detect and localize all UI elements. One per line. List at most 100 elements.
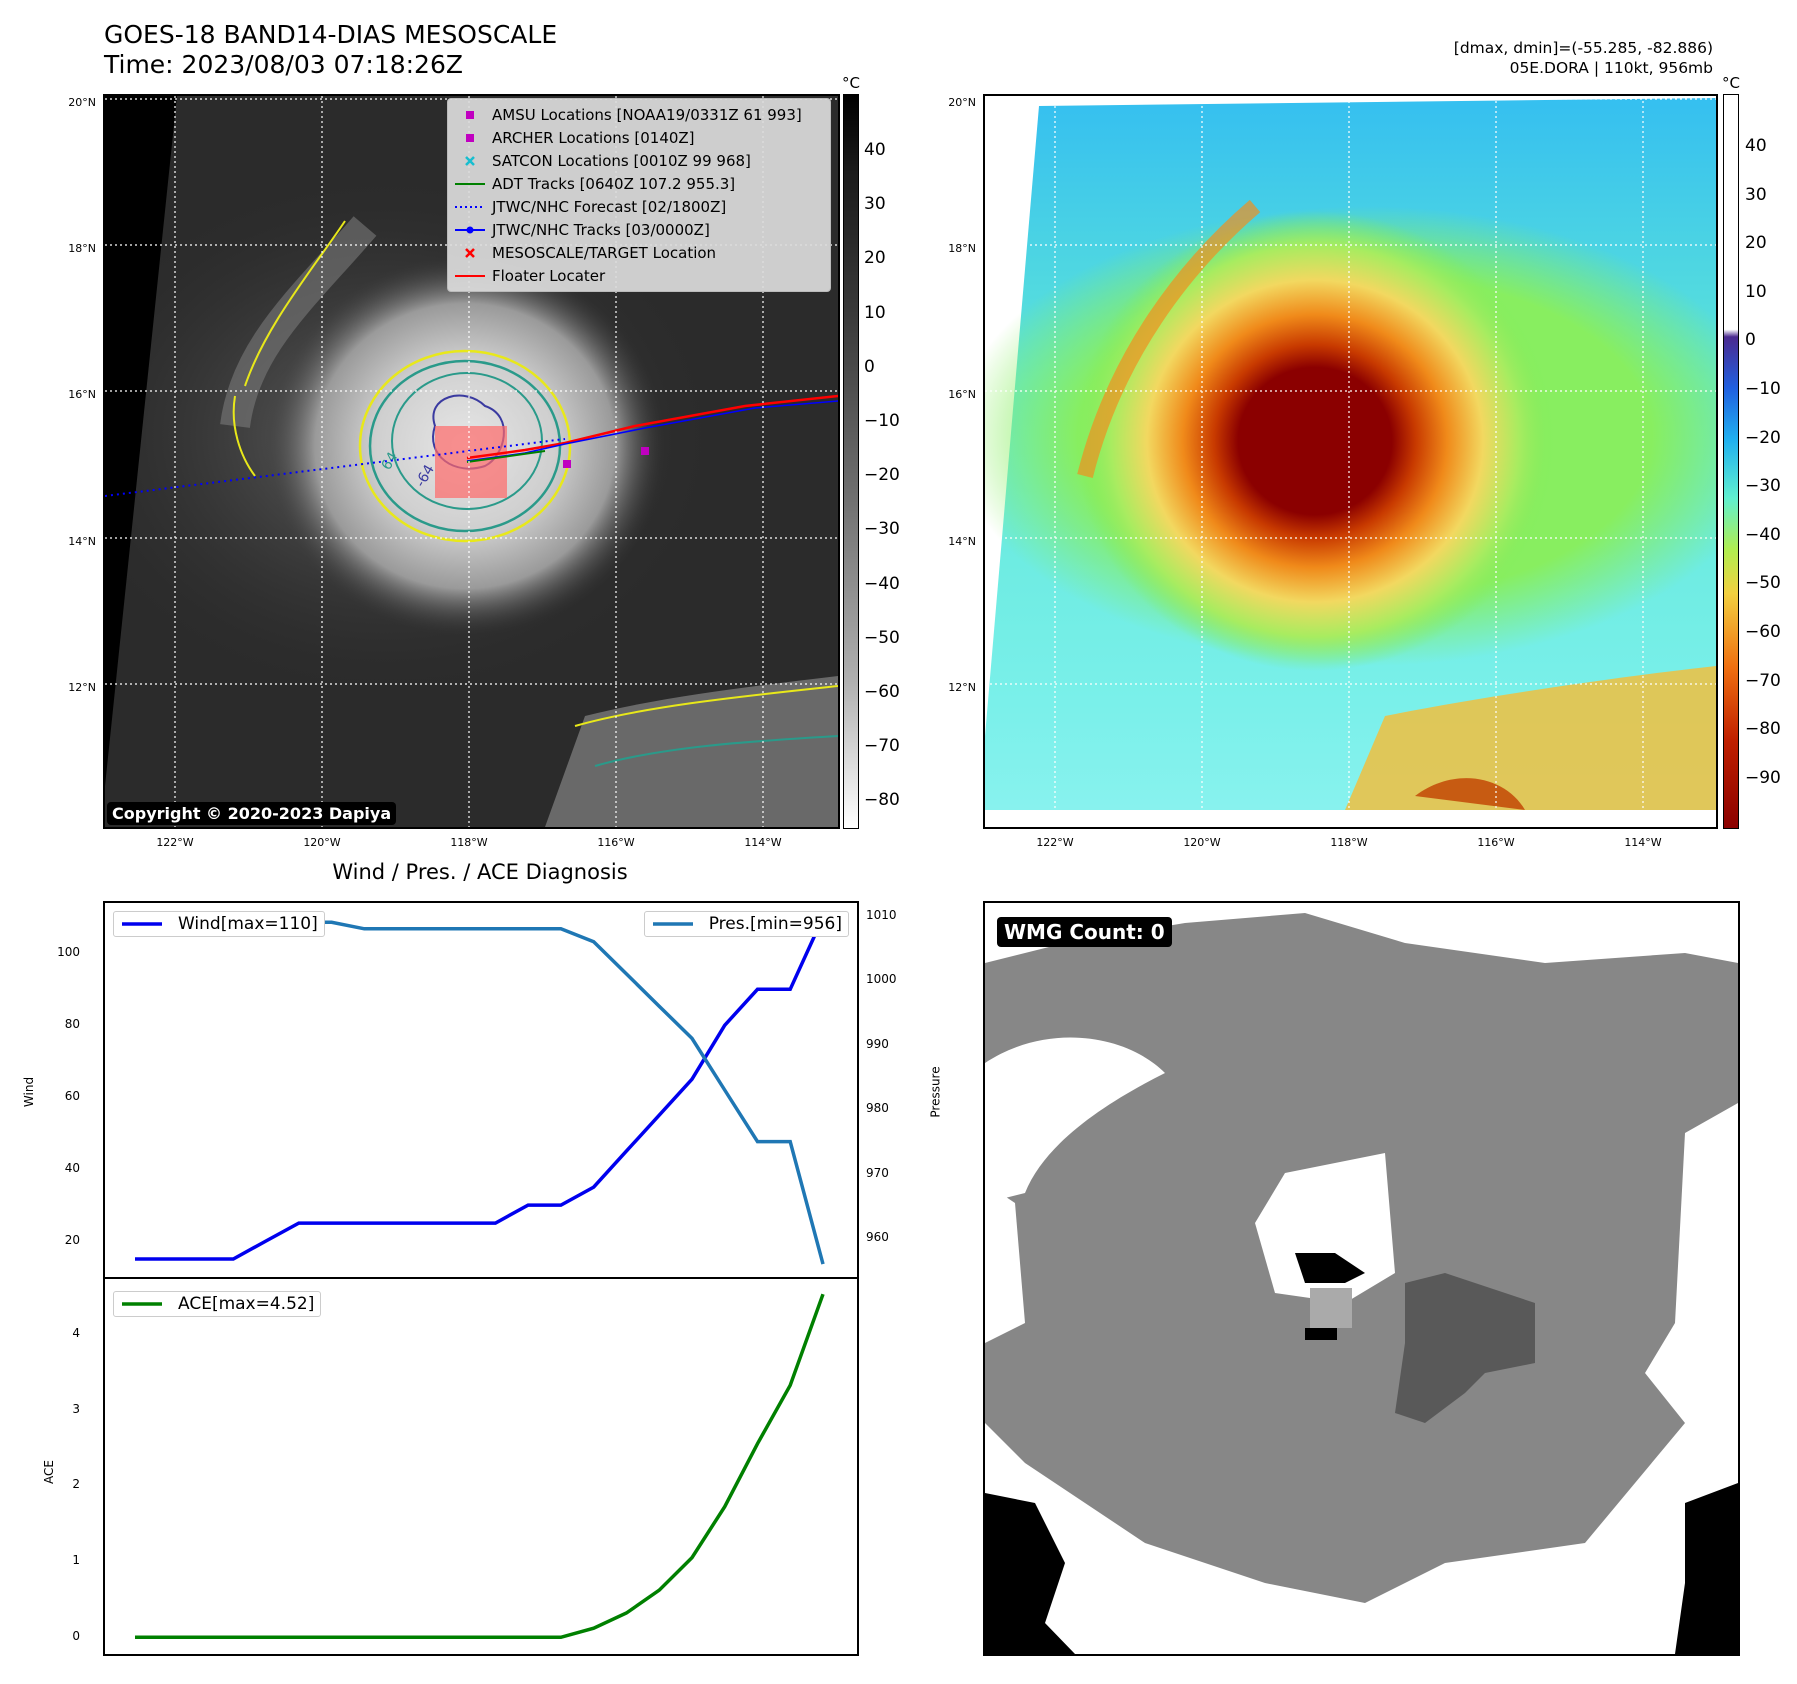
legend-label: JTWC/NHC Tracks [03/0000Z] [492, 220, 710, 239]
pressure-legend: Pres.[min=956] [643, 911, 849, 937]
legend-label: MESOSCALE/TARGET Location [492, 243, 717, 262]
chart-timestamp: Time: 2023/08/03 07:18:26Z [104, 50, 463, 79]
color-map-grid [985, 96, 1716, 827]
colorbar-tick-label: −20 [1745, 427, 1781, 448]
lat-tick-label: 16°N [68, 388, 96, 401]
pressure-tick-label: 1010 [866, 907, 897, 922]
square-marker-icon [448, 132, 492, 144]
ir-grayscale-map: 64 -64 AMSU Locations [NOAA19/0331 [103, 94, 840, 829]
ace-tick-label: 2 [72, 1477, 80, 1492]
chart-title: GOES-18 BAND14-DIAS MESOSCALE [104, 20, 558, 49]
colorbar-tick-label: 40 [1745, 136, 1767, 156]
wind-tick-label: 100 [57, 945, 80, 960]
x-marker-icon [448, 247, 492, 259]
wind-legend: Wind[max=110] [113, 911, 325, 937]
wind-legend-label: Wind[max=110] [178, 914, 318, 934]
colorbar-tick-label: −60 [1745, 622, 1781, 642]
legend-item-amsu: AMSU Locations [NOAA19/0331Z 61 993] [448, 103, 830, 126]
colorbar-tick-label: −40 [1745, 524, 1781, 545]
colorbar-tick-label: 40 [864, 140, 886, 160]
wmg-dark-band [1395, 1273, 1535, 1423]
legend-item-mesoscale-target: MESOSCALE/TARGET Location [448, 241, 830, 264]
lon-tick-label: 120°W [303, 836, 341, 849]
pressure-tick-label: 970 [866, 1165, 889, 1180]
contour-teal [368, 359, 562, 533]
colorbar-tick-label: −20 [864, 465, 900, 486]
diagnosis-title: Wind / Pres. / ACE Diagnosis [332, 860, 628, 884]
lon-tick-label: 120°W [1183, 836, 1221, 849]
gray-colorbar [843, 94, 859, 829]
lon-tick-label: 118°W [450, 836, 488, 849]
dmax-dmin-readout: [dmax, dmin]=(-55.285, -82.886) [1453, 39, 1713, 57]
square-marker-icon [448, 109, 492, 121]
wmg-eye-black [1295, 1253, 1365, 1283]
color-colorbar-unit: °C [1722, 74, 1740, 92]
colorbar-tick-label: 20 [1745, 233, 1767, 254]
lon-tick-label: 114°W [1624, 836, 1662, 849]
pressure-tick-label: 980 [866, 1101, 889, 1116]
ace-tick-label: 1 [72, 1553, 80, 1568]
colorbar-tick-label: −70 [864, 736, 900, 757]
lat-tick-label: 18°N [948, 242, 976, 255]
lon-tick-label: 118°W [1330, 836, 1368, 849]
copyright-badge: Copyright © 2020-2023 Dapiya [107, 802, 397, 825]
colorbar-tick-label: −10 [1745, 379, 1781, 399]
amsu-marker [641, 447, 649, 455]
ace-legend: ACE[max=4.52] [113, 1291, 322, 1317]
ace-svg [135, 1293, 825, 1640]
pressure-legend-swatch [652, 922, 693, 926]
ace-legend-label: ACE[max=4.52] [178, 1294, 315, 1314]
wind-tick-label: 40 [64, 1161, 80, 1176]
colorbar-tick-label: 30 [864, 194, 886, 215]
wind-pressure-plot: Wind[max=110] Pres.[min=956] [103, 901, 859, 1279]
colorbar-tick-label: −80 [1745, 719, 1781, 740]
line-marker-icon [448, 181, 492, 187]
wind-legend-swatch [122, 922, 162, 926]
legend-item-satcon: SATCON Locations [0010Z 99 968] [448, 149, 830, 172]
legend-label: JTWC/NHC Forecast [02/1800Z] [492, 197, 727, 216]
lat-tick-label: 20°N [68, 96, 96, 109]
wind-pressure-svg [135, 914, 825, 1265]
wind-tick-label: 80 [64, 1017, 80, 1032]
wind-axis-label: Wind [22, 1076, 37, 1108]
ace-tick-label: 4 [72, 1325, 80, 1340]
pressure-tick-label: 990 [866, 1036, 889, 1051]
lat-tick-label: 20°N [948, 96, 976, 109]
colorbar-tick-label: −40 [864, 573, 900, 594]
lon-tick-label: 116°W [1477, 836, 1515, 849]
ace-plot: ACE[max=4.52] [103, 1277, 859, 1656]
wmg-svg [985, 913, 1738, 1654]
ace-tick-label: 3 [72, 1401, 80, 1416]
lat-tick-label: 12°N [68, 681, 96, 694]
lat-tick-label: 18°N [68, 242, 96, 255]
legend-label: Floater Locater [492, 266, 606, 285]
lon-tick-label: 122°W [1036, 836, 1074, 849]
floater-locater-line [466, 394, 838, 460]
colorbar-tick-label: 10 [864, 302, 886, 323]
legend-label: ADT Tracks [0640Z 107.2 955.3] [492, 174, 736, 193]
storm-core-color [1075, 211, 1555, 671]
colorbar-tick-label: −70 [1745, 670, 1781, 691]
ace-tick-label: 0 [72, 1629, 80, 1644]
lon-tick-label: 116°W [597, 836, 635, 849]
gray-colorbar-unit: °C [842, 74, 860, 92]
legend-item-adt: ADT Tracks [0640Z 107.2 955.3] [448, 172, 830, 195]
wmg-white-gap [985, 1037, 1165, 1203]
colorbar-tick-label: −60 [864, 682, 900, 702]
colorbar-tick-label: −30 [1745, 476, 1781, 497]
contour-teal-inner [391, 372, 543, 510]
pressure-legend-label: Pres.[min=956] [708, 914, 842, 934]
map-legend: AMSU Locations [NOAA19/0331Z 61 993] ARC… [447, 98, 831, 292]
colorbar-tick-label: 30 [1745, 184, 1767, 205]
colorbar-tick-label: 10 [1745, 281, 1767, 302]
ir-color-map-svg [985, 96, 1716, 827]
wmg-panel: WMG Count: 0 [983, 901, 1740, 1656]
wmg-black-sw [985, 1493, 1075, 1654]
contour-yellow [358, 349, 572, 543]
archer-marker [563, 460, 571, 468]
ace-series-line [135, 1293, 825, 1640]
legend-label: SATCON Locations [0010Z 99 968] [492, 151, 751, 170]
legend-item-floater-locater: Floater Locater [448, 264, 830, 287]
ace-legend-swatch [122, 1302, 162, 1306]
color-colorbar [1723, 94, 1739, 829]
